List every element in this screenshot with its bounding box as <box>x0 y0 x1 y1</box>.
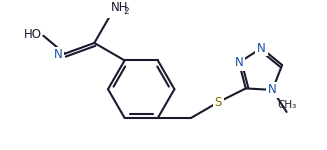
Text: N: N <box>54 48 63 61</box>
Text: N: N <box>268 83 277 96</box>
Text: S: S <box>215 96 222 109</box>
Text: N: N <box>234 56 243 69</box>
Text: NH: NH <box>111 1 129 14</box>
Text: 2: 2 <box>123 7 129 16</box>
Text: HO: HO <box>24 28 42 41</box>
Text: CH₃: CH₃ <box>277 100 296 110</box>
Text: N: N <box>257 42 266 55</box>
